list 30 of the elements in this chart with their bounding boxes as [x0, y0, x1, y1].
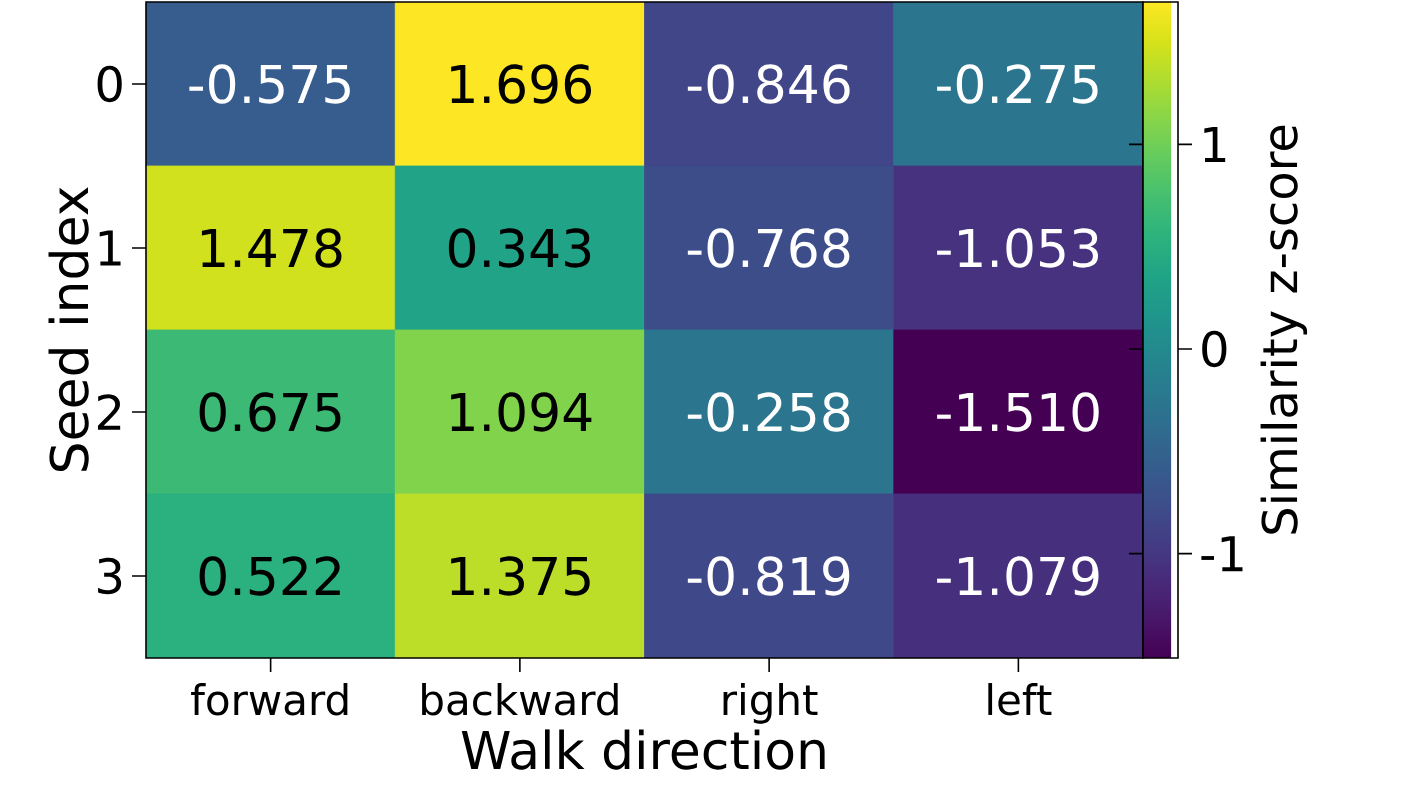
data-label: 1.094 — [451, 392, 592, 432]
data-label: -0.768 — [687, 228, 850, 268]
x-axis-title: Walk direction — [461, 729, 825, 770]
color-bar-label: -1 — [1201, 536, 1243, 572]
data-label: 0.675 — [199, 392, 341, 432]
data-label: -1.510 — [937, 392, 1099, 432]
y-tick-label: 1 — [99, 230, 121, 266]
data-label: -1.079 — [937, 556, 1099, 596]
data-label: -0.846 — [687, 64, 850, 104]
data-label: 1.696 — [451, 64, 592, 104]
data-label: 1.375 — [451, 556, 590, 596]
x-tick-label: backward — [422, 683, 618, 716]
x-tick-label: right — [723, 683, 818, 724]
data-label: 0.522 — [199, 556, 340, 596]
data-label: 0.343 — [448, 228, 591, 268]
color-bar-label: 1 — [1204, 126, 1226, 162]
data-label: -0.575 — [189, 64, 350, 104]
data-label: -0.819 — [687, 556, 850, 596]
y-tick-label: 0 — [97, 65, 122, 103]
x-tick-label: left — [988, 683, 1052, 716]
color-bar-label: 0 — [1202, 330, 1227, 368]
data-label: -0.258 — [687, 392, 850, 432]
color-bar-title: Similarity z-score — [1260, 125, 1308, 534]
y-tick-label: 2 — [97, 394, 121, 430]
data-label: 1.478 — [201, 228, 342, 268]
x-tick-label: forward — [191, 683, 348, 716]
y-axis-title: Seed index — [48, 187, 89, 471]
y-tick-label: 3 — [98, 557, 122, 595]
data-label: -0.275 — [937, 64, 1098, 104]
data-label: -1.053 — [937, 228, 1098, 268]
